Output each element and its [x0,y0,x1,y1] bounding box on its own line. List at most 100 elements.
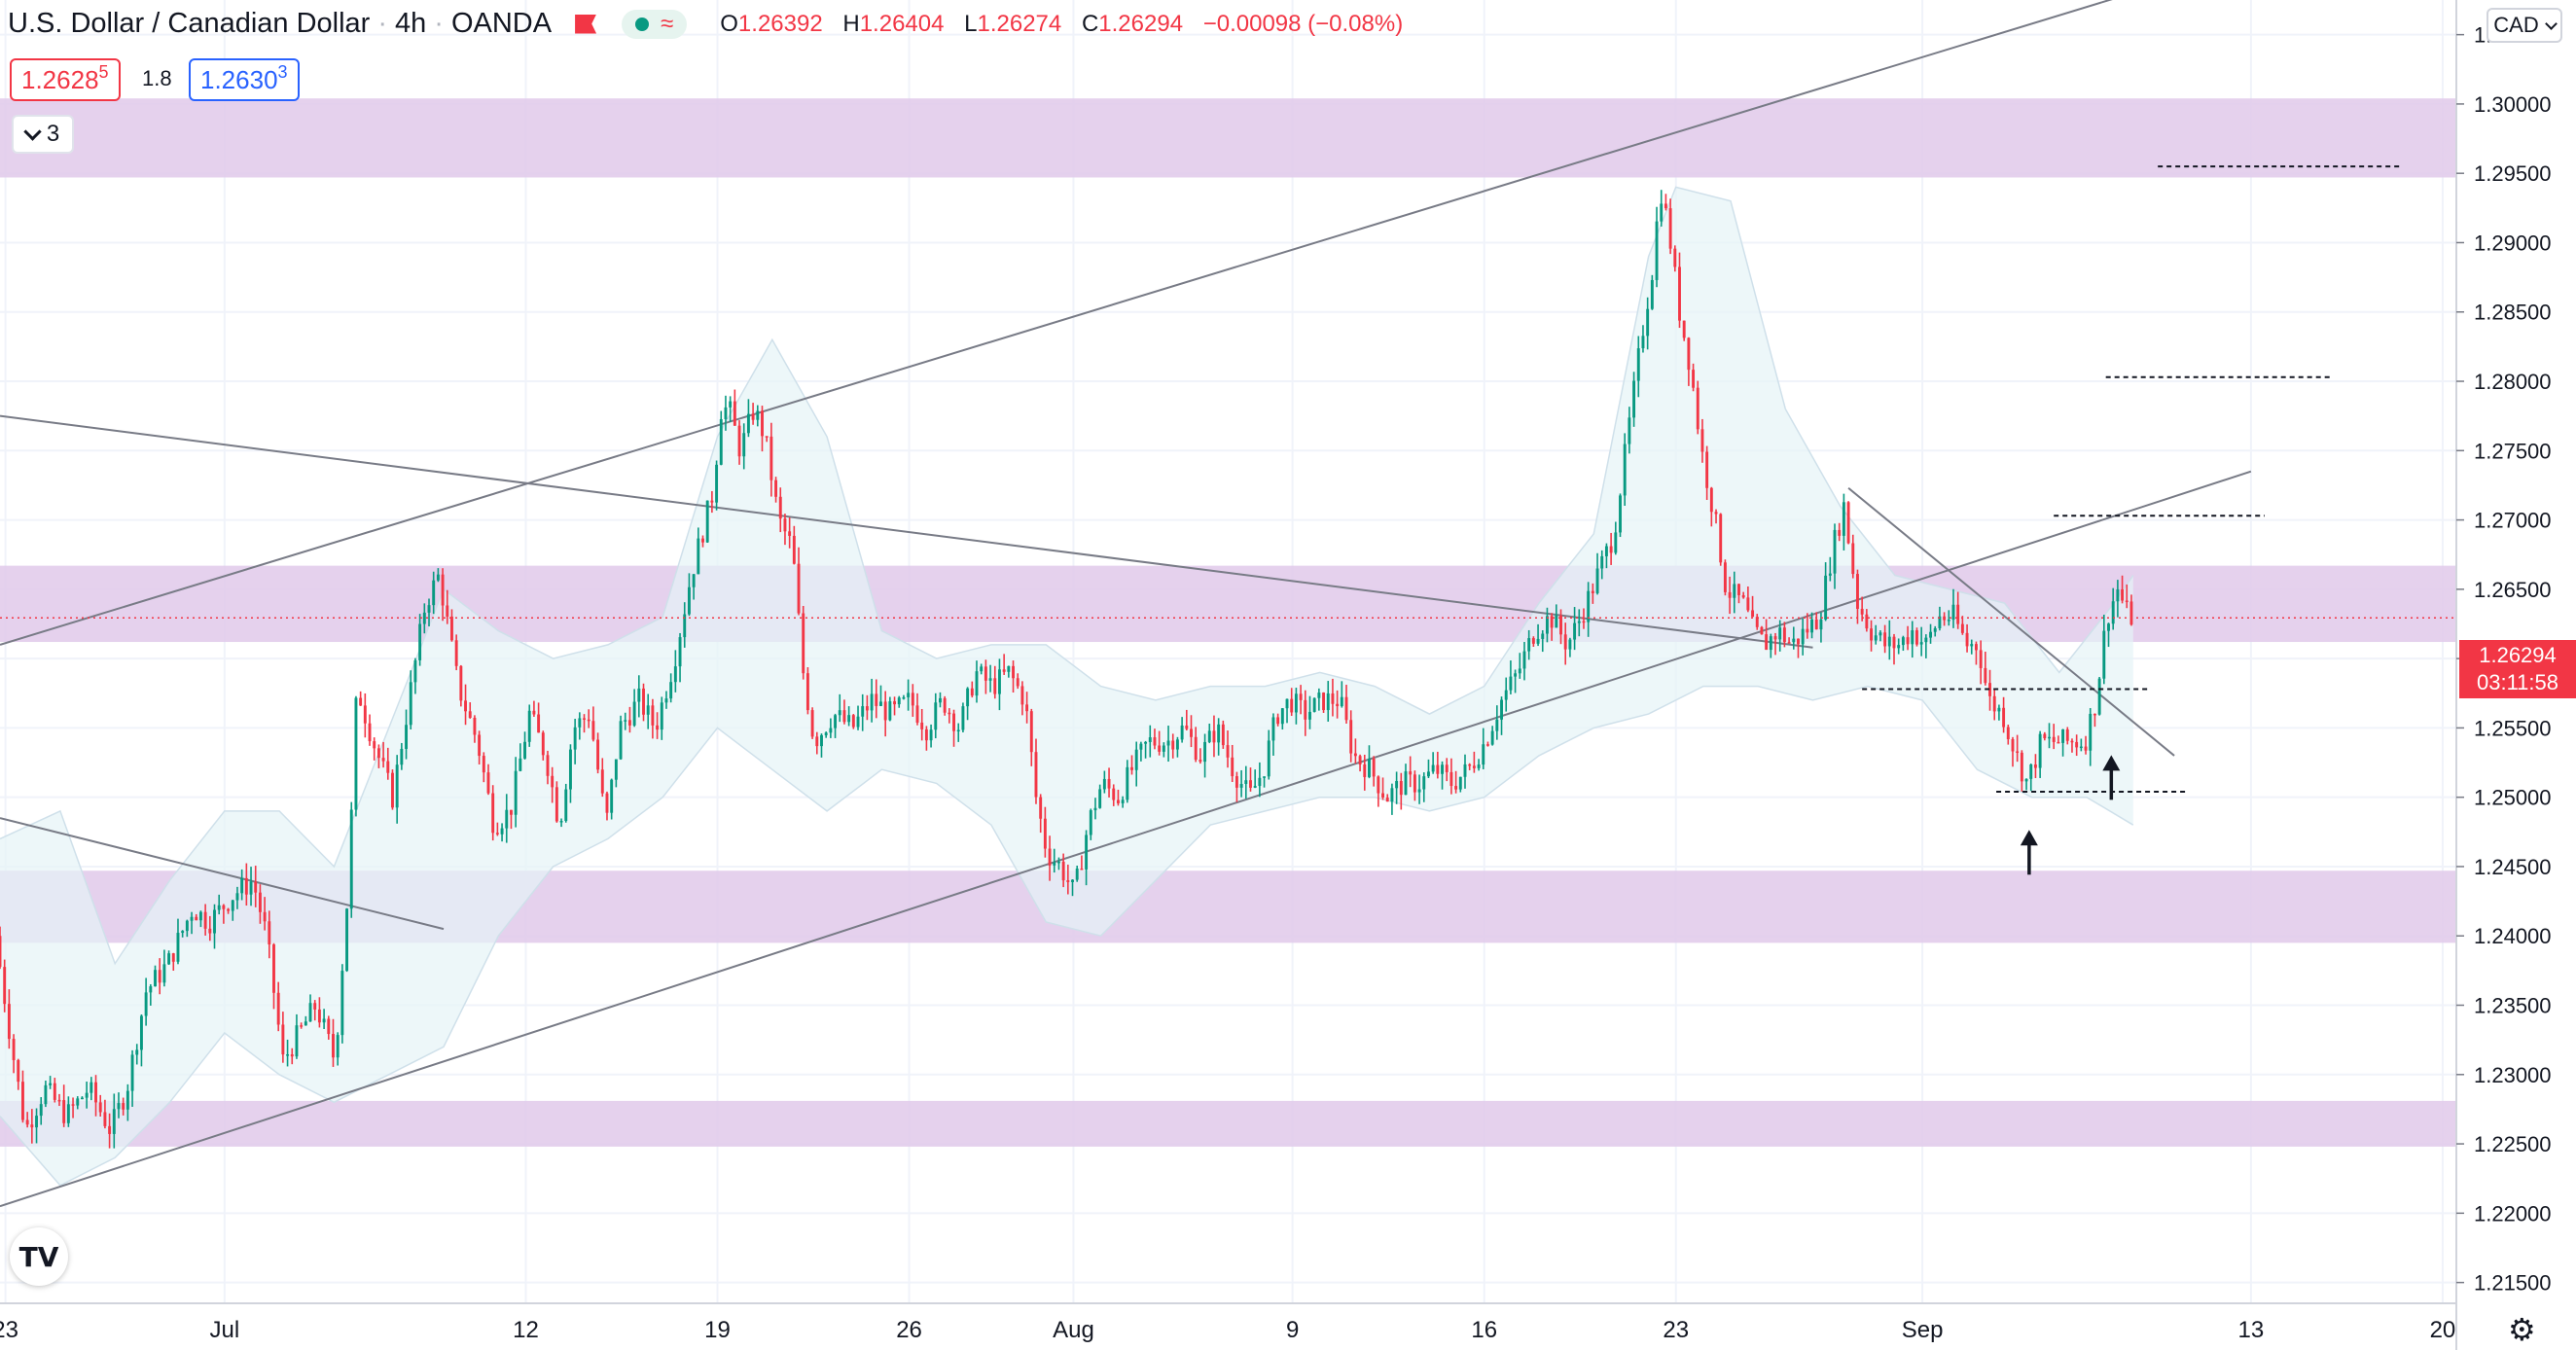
time-tick-label: 19 [704,1317,731,1343]
buy-price-button[interactable]: 1.2630 3 [189,58,300,101]
arrow-annotations [2020,755,2121,875]
currency-button[interactable]: CAD [2487,8,2562,43]
candle [948,708,951,724]
candle [1901,635,1905,652]
candle-body [578,718,582,728]
candle-body [815,736,819,747]
price-tick-label: 1.28000 [2474,370,2552,394]
candle-body [961,706,965,730]
separator-dot: · [434,8,444,39]
candle [359,691,363,706]
candle [605,791,609,821]
candle-body [464,700,467,712]
candle [610,778,614,820]
candle-body [1271,717,1275,741]
candle-body [678,637,682,667]
candle-body [1495,719,1499,731]
candle-body [1911,630,1914,645]
candle-body [1595,568,1599,593]
settings-gear-icon[interactable]: ⚙ [2508,1312,2536,1347]
candle [1878,630,1882,642]
candle [1075,865,1079,882]
interval-label[interactable]: 4h [395,8,427,39]
candle-body [468,711,472,719]
candle-body [1490,730,1494,745]
candle-body [1116,799,1120,803]
candle [1591,583,1594,604]
candle [1029,708,1033,766]
flag-icon[interactable] [575,14,597,34]
candle-body [1860,608,1864,615]
trendline [0,0,2113,646]
candle [135,1044,139,1065]
candle-body [446,605,449,617]
candle-body [363,705,367,724]
candle [1102,770,1106,794]
candle-body [1924,637,1928,643]
candle-body [1217,724,1221,743]
candle-body [907,693,911,697]
close-value: 1.26294 [1098,10,1184,37]
candle [1043,806,1047,858]
candle [1682,320,1686,341]
candle [1883,624,1887,654]
candle-body [523,741,526,759]
symbol-title[interactable]: U.S. Dollar / Canadian Dollar [8,8,371,39]
candle [144,977,148,1026]
candle-body [632,701,636,726]
candle [0,926,2,970]
candle-body [1737,584,1740,595]
candle [1194,727,1198,763]
candle-body [1870,628,1873,641]
candle-body [600,769,604,794]
candle [1221,720,1225,749]
candle-body [1951,604,1955,621]
tradingview-logo-icon[interactable]: 𝗧𝗩 [10,1227,68,1286]
candle-body [997,669,1001,694]
candle-body [195,916,198,921]
market-status-pill[interactable]: ≈ [622,9,688,39]
candle [368,714,372,746]
candle-body [1851,543,1855,575]
candle [1595,552,1599,595]
candle [1838,522,1842,542]
candle [1463,754,1467,789]
candle-body [1468,764,1472,766]
candle-body [391,772,394,808]
candle-body [1126,766,1129,800]
candle [769,422,773,497]
candle [943,695,947,716]
candle-body [756,410,760,420]
sell-price-button[interactable]: 1.2628 5 [10,58,121,101]
candle [2029,764,2033,792]
candle-body [1833,529,1837,574]
candle [1299,685,1303,715]
candle-body [911,693,914,706]
candle [281,1012,285,1063]
candle-body [1221,724,1225,746]
candle-body [1336,703,1340,707]
candle [1801,618,1805,656]
candle [1824,562,1828,622]
candle [222,904,226,924]
candle-body [300,1025,304,1027]
candle-body [1317,693,1321,698]
candle-body [1838,529,1842,536]
candle-body [952,713,955,731]
candle-body [1878,632,1882,636]
candle [1377,775,1380,807]
candle [185,919,189,938]
candle [1244,765,1248,799]
candle-body [1331,693,1335,704]
candle-body [1541,633,1545,639]
candle-body [1422,776,1426,790]
indicators-toggle-button[interactable]: 3 [12,115,74,154]
candle-body [441,574,445,606]
candle-body [1787,642,1791,644]
candle [1733,571,1736,614]
candle [1819,612,1823,643]
candle-body [2111,601,2115,624]
candle-body [349,809,353,909]
candle [1290,688,1294,717]
